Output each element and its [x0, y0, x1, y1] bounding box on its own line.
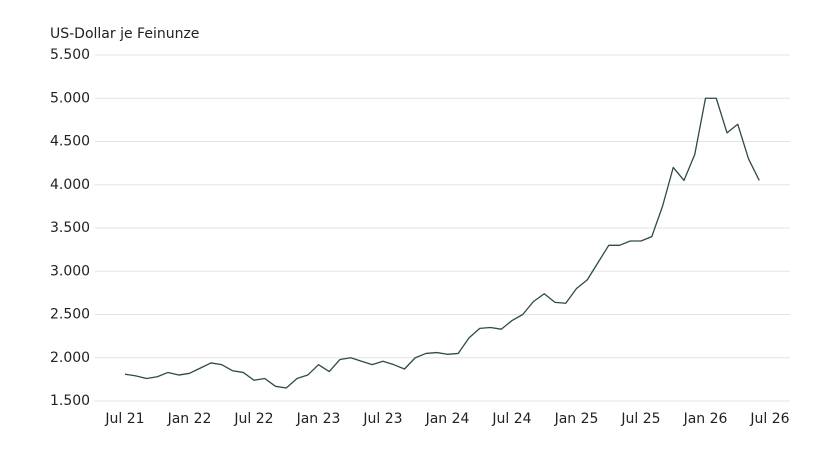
y-tick-label: 3.000 — [50, 263, 90, 279]
price-line — [124, 97, 760, 389]
x-tick-label: Jan 23 — [296, 411, 341, 427]
x-tick-label: Jan 24 — [425, 411, 470, 427]
y-tick-label: 2.500 — [50, 307, 90, 323]
y-tick-label: 4.000 — [50, 177, 90, 193]
x-tick-label: Jul 26 — [749, 411, 789, 427]
axis-title: US-Dollar je Feinunze — [50, 26, 199, 42]
x-tick-label: Jul 25 — [620, 411, 660, 427]
x-tick-label: Jul 23 — [362, 411, 402, 427]
y-tick-label: 5.000 — [50, 90, 90, 106]
x-tick-label: Jan 22 — [167, 411, 212, 427]
y-tick-label: 3.500 — [50, 220, 90, 236]
y-tick-label: 5.500 — [50, 47, 90, 63]
x-tick-label: Jul 22 — [233, 411, 273, 427]
y-tick-label: 4.500 — [50, 134, 90, 150]
x-tick-label: Jul 24 — [491, 411, 531, 427]
x-tick-label: Jul 21 — [104, 411, 144, 427]
x-tick-label: Jan 26 — [683, 411, 728, 427]
y-tick-label: 2.000 — [50, 350, 90, 366]
y-tick-label: 1.500 — [50, 393, 90, 409]
x-tick-label: Jan 25 — [554, 411, 599, 427]
